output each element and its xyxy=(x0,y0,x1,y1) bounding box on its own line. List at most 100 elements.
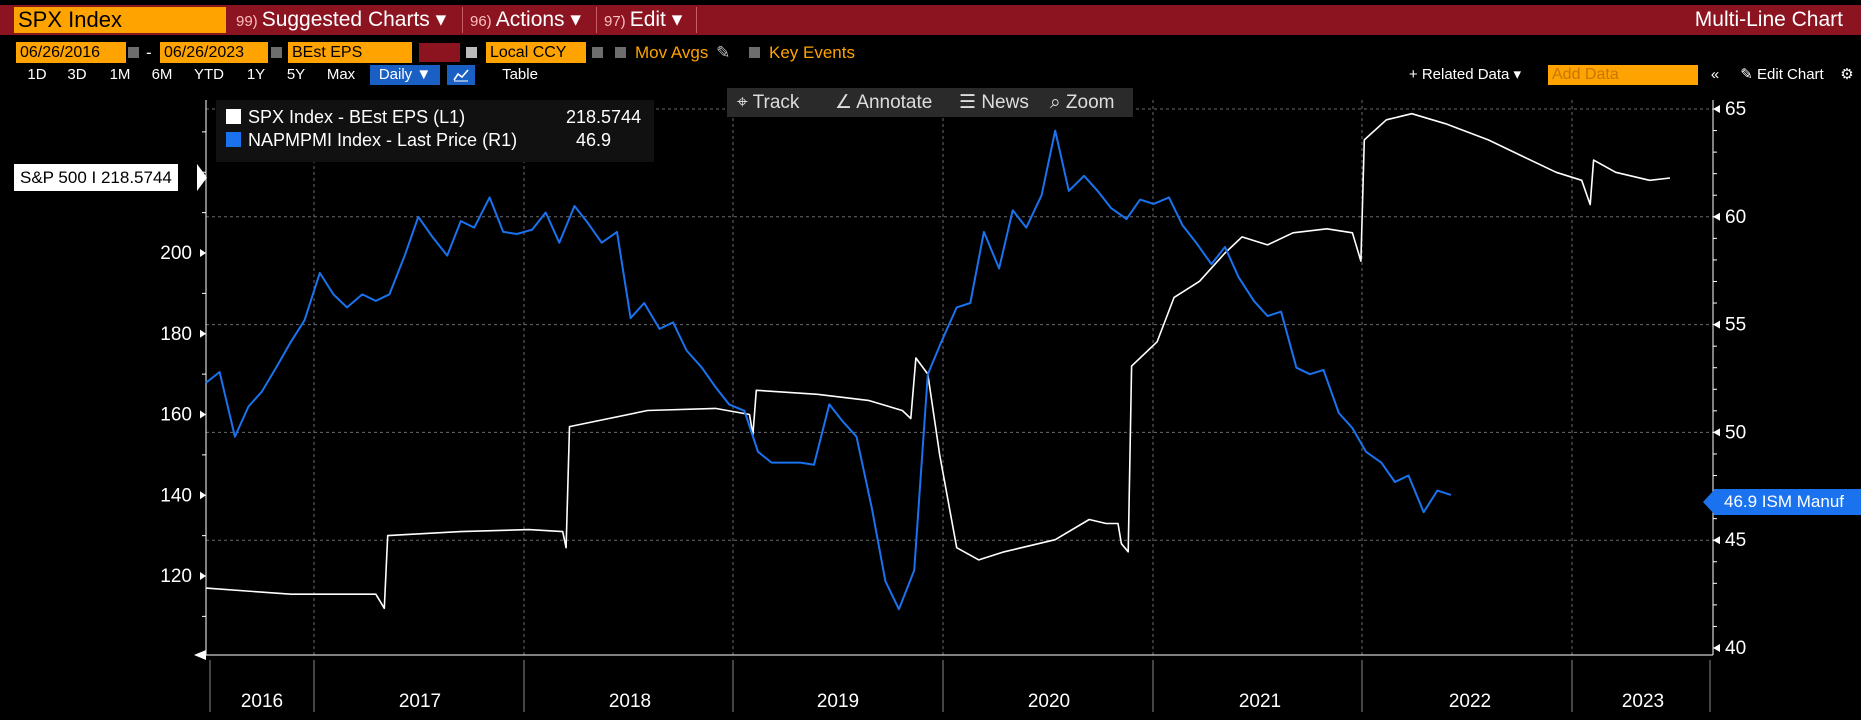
x-tick-label: 2021 xyxy=(1239,691,1281,712)
timeframe-max[interactable]: Max xyxy=(326,66,356,83)
legend-name-spx: SPX Index - BEst EPS (L1) xyxy=(248,107,466,127)
zoom-label: Zoom xyxy=(1065,92,1115,113)
timeframe-1d[interactable]: 1D xyxy=(27,66,47,83)
spx-eps-line xyxy=(205,112,1671,610)
actions-menu[interactable]: 96) Actions ▾ xyxy=(470,7,581,33)
right-tick-marker xyxy=(1713,212,1720,221)
menu-number: 96) xyxy=(470,13,492,30)
chevron-down-icon[interactable] xyxy=(592,47,603,58)
menu-number: 97) xyxy=(604,13,626,30)
frequency-daily-dropdown[interactable]: Daily ▼ xyxy=(370,65,440,85)
gear-icon[interactable]: ⚙ xyxy=(1840,66,1854,83)
field-selector[interactable]: BEst EPS xyxy=(288,42,412,63)
timeframe-1m[interactable]: 1M xyxy=(109,66,131,83)
related-data-button[interactable]: + Related Data ▾ xyxy=(1408,66,1522,83)
pencil-icon: ✎ xyxy=(1740,66,1753,83)
x-tick-label: 2020 xyxy=(1028,691,1070,712)
ism-pmi-line xyxy=(205,129,1452,611)
date-dash: - xyxy=(146,43,152,62)
command-bar xyxy=(0,5,1861,35)
legend-swatch-spx xyxy=(226,109,241,124)
news-label: News xyxy=(981,92,1029,113)
line-chart-glyph xyxy=(453,69,469,82)
color-swatch[interactable] xyxy=(419,43,460,62)
label-pointer xyxy=(197,164,207,191)
pencil-icon[interactable]: ✎ xyxy=(716,43,731,62)
calendar-icon[interactable] xyxy=(128,47,139,58)
ticker-field[interactable]: SPX Index xyxy=(14,7,226,33)
key-events-checkbox[interactable] xyxy=(749,47,760,58)
x-tick-label: 2022 xyxy=(1449,691,1491,712)
annotate-tool[interactable]: ∠ Annotate xyxy=(835,92,932,114)
x-tick-label: 2018 xyxy=(609,691,651,712)
calendar-icon[interactable] xyxy=(271,47,282,58)
left-tick-marker xyxy=(200,249,206,257)
series-lines xyxy=(205,112,1671,611)
left-tick-label: 120 xyxy=(160,566,192,587)
annotate-icon: ∠ xyxy=(835,92,853,113)
menu-label: Suggested Charts ▾ xyxy=(261,8,447,31)
menu-label: Actions ▾ xyxy=(495,8,581,31)
left-tick-label: 140 xyxy=(160,485,192,506)
legend-name-ism: NAPMPMI Index - Last Price (R1) xyxy=(248,130,518,150)
menu-label: Edit ▾ xyxy=(629,8,683,31)
end-date-field[interactable]: 06/26/2023 xyxy=(160,42,268,63)
mov-avgs-checkbox[interactable] xyxy=(615,47,626,58)
zoom-tool[interactable]: ⌕ Zoom xyxy=(1050,92,1115,114)
menu-separator xyxy=(596,7,597,33)
axes: 2016 2017 2018 2019 2020 2021 2022 2023 120 140 16… xyxy=(160,99,1746,712)
right-tick-label: 55 xyxy=(1725,315,1746,336)
add-data-input[interactable]: Add Data xyxy=(1548,65,1698,85)
left-tick-marker xyxy=(200,410,206,419)
annotate-label: Annotate xyxy=(856,92,933,113)
left-tick-marker xyxy=(200,572,206,580)
track-tool[interactable]: ⌖ Track xyxy=(737,92,799,114)
axis-pointer xyxy=(194,650,206,660)
left-tick-label: 160 xyxy=(160,405,192,426)
grid xyxy=(206,100,1713,655)
right-tick-marker xyxy=(1713,644,1720,652)
menu-number: 99) xyxy=(236,13,258,30)
label-pointer xyxy=(1703,489,1715,515)
x-tick-label: 2016 xyxy=(241,691,283,712)
key-events-label[interactable]: Key Events xyxy=(769,43,855,62)
chart-tools-bar xyxy=(727,88,1133,117)
collapse-panel-icon[interactable]: « xyxy=(1710,66,1720,83)
suggested-charts-menu[interactable]: 99) Suggested Charts ▾ xyxy=(236,7,446,33)
x-tick-label: 2019 xyxy=(817,691,859,712)
top-strip xyxy=(0,0,1861,5)
timeframe-6m[interactable]: 6M xyxy=(151,66,173,83)
legend-value-spx: 218.5744 xyxy=(566,107,642,127)
edit-chart-button[interactable]: ✎ Edit Chart xyxy=(1730,65,1834,85)
spx-last-value-label: S&P 500 I 218.5744 xyxy=(14,164,178,191)
mov-avgs-label[interactable]: Mov Avgs xyxy=(635,43,709,62)
news-icon: ☰ xyxy=(959,92,977,113)
x-tick-label: 2017 xyxy=(399,691,441,712)
crosshair-icon: ⌖ xyxy=(737,92,748,113)
line-chart-icon[interactable] xyxy=(447,65,475,85)
edit-menu[interactable]: 97) Edit ▾ xyxy=(604,7,682,33)
legend-swatch-ism xyxy=(226,132,241,147)
timeframe-5y[interactable]: 5Y xyxy=(286,66,306,83)
right-tick-label: 45 xyxy=(1725,530,1746,551)
right-tick-label: 60 xyxy=(1725,207,1746,228)
timeframe-ytd[interactable]: YTD xyxy=(194,66,224,83)
timeframe-3d[interactable]: 3D xyxy=(67,66,87,83)
start-date-field[interactable]: 06/26/2016 xyxy=(16,42,126,63)
menu-separator xyxy=(462,7,463,33)
currency-selector[interactable]: Local CCY xyxy=(486,42,586,63)
right-tick-marker xyxy=(1713,320,1720,329)
right-tick-marker xyxy=(1713,536,1720,545)
news-tool[interactable]: ☰ News xyxy=(959,92,1029,114)
ism-last-value-label: 46.9 ISM Manuf xyxy=(1714,489,1861,515)
left-tick-marker xyxy=(200,491,206,500)
table-view-button[interactable]: Table xyxy=(502,66,538,83)
menu-separator xyxy=(696,7,697,33)
chevron-down-icon[interactable] xyxy=(466,47,477,58)
right-tick-label: 65 xyxy=(1725,99,1746,120)
timeframe-1y[interactable]: 1Y xyxy=(246,66,266,83)
right-tick-label: 50 xyxy=(1725,422,1746,443)
track-label: Track xyxy=(752,92,800,113)
right-tick-label: 40 xyxy=(1725,638,1746,659)
